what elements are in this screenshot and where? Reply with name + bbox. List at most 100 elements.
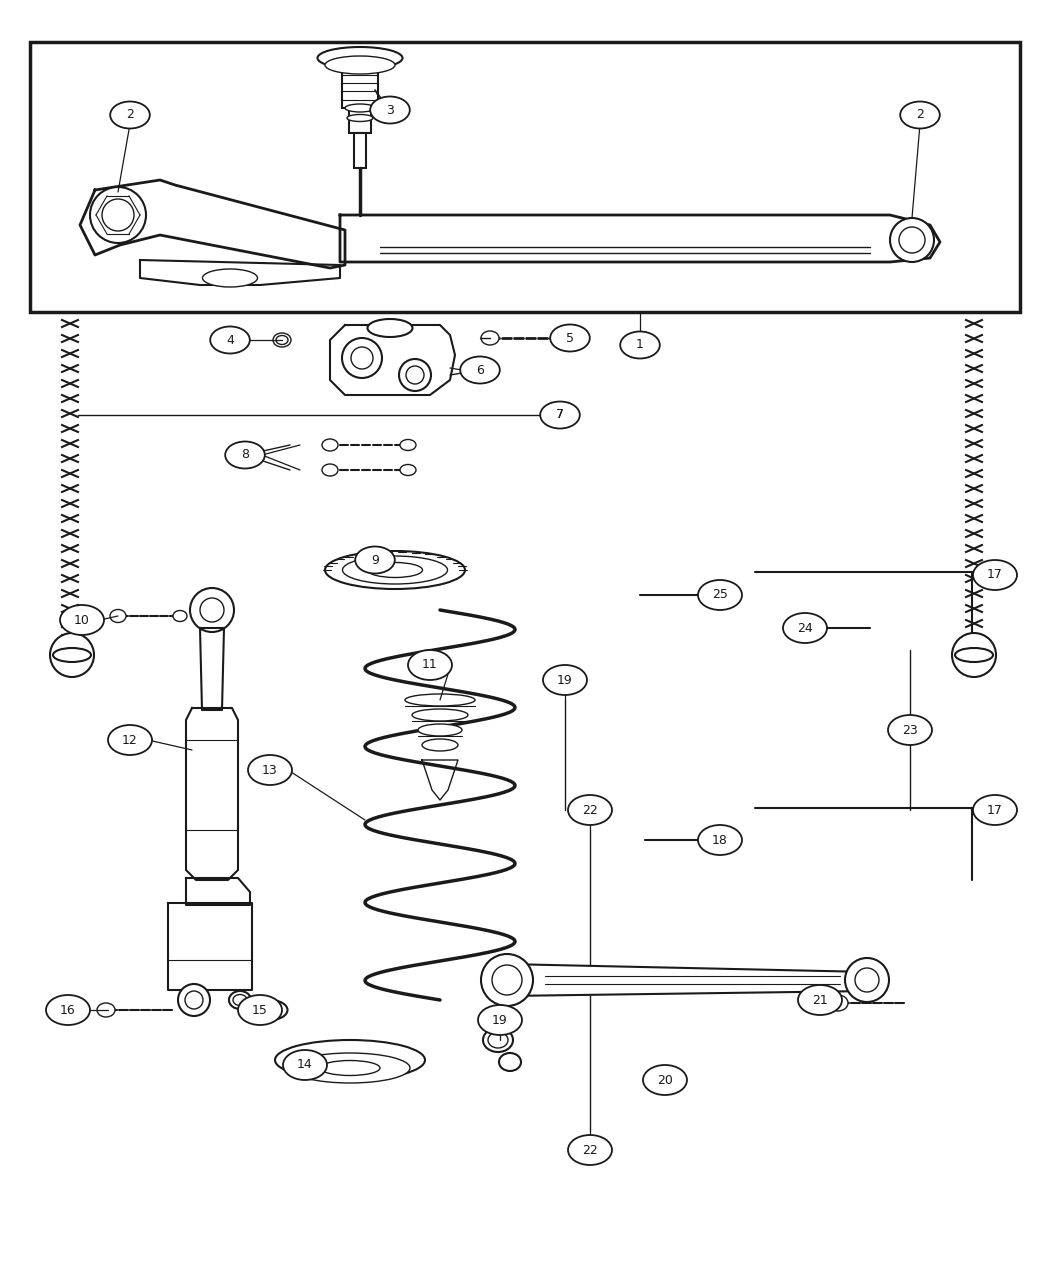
- Ellipse shape: [346, 115, 373, 121]
- Text: 25: 25: [712, 589, 728, 602]
- Circle shape: [185, 991, 203, 1009]
- Circle shape: [351, 347, 373, 368]
- Ellipse shape: [252, 1000, 288, 1020]
- Ellipse shape: [540, 402, 580, 428]
- Ellipse shape: [460, 357, 500, 384]
- Polygon shape: [140, 260, 340, 286]
- Bar: [354, 133, 366, 168]
- Ellipse shape: [284, 1051, 327, 1080]
- Bar: [342, 68, 378, 108]
- Text: 17: 17: [987, 569, 1003, 581]
- Text: 24: 24: [797, 621, 813, 635]
- Ellipse shape: [229, 991, 251, 1009]
- Ellipse shape: [488, 1031, 508, 1048]
- Circle shape: [102, 199, 134, 231]
- Text: 19: 19: [492, 1014, 508, 1026]
- Ellipse shape: [405, 694, 475, 706]
- Text: 14: 14: [297, 1058, 313, 1071]
- Text: 5: 5: [566, 332, 574, 344]
- Ellipse shape: [97, 1003, 116, 1017]
- Ellipse shape: [368, 319, 413, 337]
- Text: 3: 3: [386, 103, 394, 116]
- Ellipse shape: [828, 994, 848, 1011]
- Ellipse shape: [275, 1040, 425, 1080]
- Text: 12: 12: [122, 733, 138, 746]
- Text: 16: 16: [60, 1003, 76, 1016]
- Ellipse shape: [400, 464, 416, 476]
- Ellipse shape: [478, 1005, 522, 1035]
- Text: 13: 13: [262, 764, 278, 776]
- Ellipse shape: [400, 440, 416, 450]
- Ellipse shape: [238, 994, 282, 1025]
- Ellipse shape: [259, 1003, 281, 1016]
- Circle shape: [190, 588, 234, 632]
- Ellipse shape: [643, 1065, 687, 1095]
- Text: 9: 9: [371, 553, 379, 566]
- Ellipse shape: [322, 439, 338, 451]
- Ellipse shape: [900, 102, 940, 129]
- Text: 7: 7: [556, 408, 564, 422]
- Bar: [30, 42, 1020, 312]
- Circle shape: [399, 360, 430, 391]
- Ellipse shape: [481, 332, 499, 346]
- Ellipse shape: [355, 547, 395, 574]
- Ellipse shape: [658, 1074, 678, 1090]
- Polygon shape: [168, 903, 252, 989]
- Ellipse shape: [326, 56, 395, 74]
- Ellipse shape: [110, 609, 126, 622]
- Text: 10: 10: [75, 613, 90, 626]
- Text: 2: 2: [916, 108, 924, 121]
- Circle shape: [342, 338, 382, 377]
- Circle shape: [890, 218, 934, 261]
- Text: 1: 1: [636, 338, 644, 352]
- Ellipse shape: [173, 611, 187, 621]
- Polygon shape: [330, 325, 455, 395]
- Text: 22: 22: [582, 1144, 597, 1156]
- Ellipse shape: [499, 1053, 521, 1071]
- Circle shape: [952, 632, 996, 677]
- Circle shape: [899, 227, 925, 252]
- Polygon shape: [497, 964, 885, 996]
- Polygon shape: [340, 215, 940, 261]
- Ellipse shape: [345, 105, 375, 112]
- Text: 4: 4: [226, 334, 234, 347]
- Text: 11: 11: [422, 658, 438, 672]
- Ellipse shape: [973, 560, 1017, 590]
- Text: 22: 22: [582, 803, 597, 816]
- Ellipse shape: [52, 648, 91, 662]
- Ellipse shape: [371, 97, 410, 124]
- Ellipse shape: [273, 333, 291, 347]
- Text: 21: 21: [812, 993, 827, 1006]
- Circle shape: [90, 187, 146, 244]
- Ellipse shape: [408, 650, 452, 680]
- Polygon shape: [186, 878, 250, 905]
- Circle shape: [481, 954, 533, 1006]
- Ellipse shape: [698, 580, 742, 609]
- Circle shape: [406, 366, 424, 384]
- Text: 15: 15: [252, 1003, 268, 1016]
- Text: 23: 23: [902, 723, 918, 737]
- Ellipse shape: [322, 464, 338, 476]
- Polygon shape: [80, 180, 345, 268]
- Ellipse shape: [973, 796, 1017, 825]
- Ellipse shape: [60, 606, 104, 635]
- Ellipse shape: [698, 825, 742, 856]
- Ellipse shape: [320, 1061, 380, 1076]
- Text: 2: 2: [126, 108, 134, 121]
- Text: 20: 20: [657, 1074, 673, 1086]
- Ellipse shape: [568, 796, 612, 825]
- Circle shape: [50, 632, 94, 677]
- Ellipse shape: [783, 613, 827, 643]
- Ellipse shape: [233, 994, 247, 1006]
- Ellipse shape: [888, 715, 932, 745]
- Ellipse shape: [567, 332, 583, 344]
- Text: 19: 19: [558, 673, 573, 686]
- Polygon shape: [200, 629, 224, 710]
- Ellipse shape: [550, 325, 590, 352]
- Ellipse shape: [248, 755, 292, 785]
- Bar: [349, 108, 371, 133]
- Ellipse shape: [956, 648, 993, 662]
- Ellipse shape: [108, 725, 152, 755]
- Ellipse shape: [653, 1070, 682, 1094]
- Ellipse shape: [110, 102, 150, 129]
